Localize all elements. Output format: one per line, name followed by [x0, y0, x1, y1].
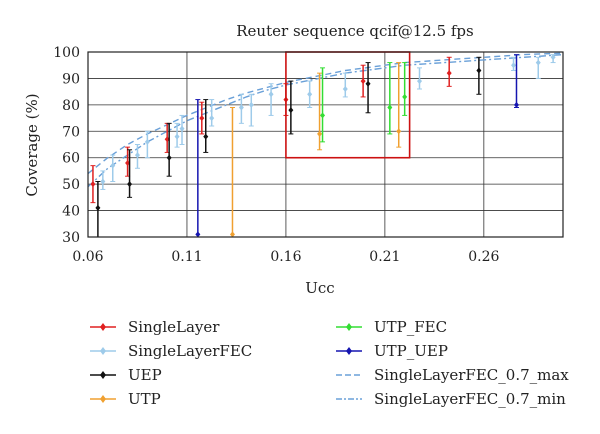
legend-swatch — [90, 395, 116, 403]
y-tick-label: 30 — [62, 230, 80, 246]
point-utp-uep — [513, 101, 519, 108]
x-tick-label: 0.11 — [171, 249, 202, 265]
grid — [87, 51, 563, 238]
point-singlelayerfec — [110, 162, 116, 169]
legend-label: SingleLayerFEC_0.7_max — [374, 366, 569, 384]
chart-area: Reuter sequence qcif@12.5 fps Ucc Covera… — [23, 22, 564, 297]
x-tick-label: 0.21 — [369, 249, 400, 265]
legend: SingleLayer SingleLayerFEC UEP UTP UTP_FEC UT… — [88, 316, 588, 426]
y-tick-label: 80 — [62, 98, 80, 114]
legend-marker — [346, 347, 352, 355]
curve-singlelayerfec-0-7-max — [87, 52, 564, 175]
y-tick-label: 90 — [62, 71, 80, 87]
x-tick-label: 0.16 — [270, 249, 301, 265]
point-uep — [127, 181, 133, 188]
legend-item: SingleLayerFEC_0.7_max — [334, 364, 569, 386]
point-singlelayerfec — [550, 54, 556, 61]
legend-marker — [100, 371, 106, 379]
plot-frame — [87, 51, 564, 238]
y-tick-label: 50 — [62, 177, 80, 193]
legend-swatch — [90, 371, 116, 379]
legend-swatch — [336, 347, 362, 355]
legend-swatch — [336, 398, 362, 400]
point-singlelayerfec — [307, 91, 313, 98]
y-tick-label: 60 — [62, 151, 80, 167]
point-singlelayer — [446, 70, 452, 77]
legend-marker — [100, 395, 106, 403]
point-utp-fec — [320, 112, 326, 119]
legend-marker — [100, 323, 106, 331]
point-utp-fec — [387, 104, 393, 111]
point-singlelayerfec — [248, 101, 254, 108]
point-uep — [95, 204, 101, 211]
legend-label: UTP_FEC — [374, 318, 448, 336]
point-utp-uep — [195, 231, 201, 238]
chart-title: Reuter sequence qcif@12.5 fps — [236, 22, 473, 40]
point-uep — [166, 154, 172, 161]
y-axis-label: Coverage (%) — [23, 93, 41, 196]
legend-item: SingleLayerFEC_0.7_min — [334, 388, 566, 410]
legend-label: UTP — [128, 390, 161, 408]
point-singlelayerfec — [209, 115, 215, 122]
x-tick-label: 0.06 — [72, 249, 103, 265]
chart-svg: Reuter sequence qcif@12.5 fps Ucc Covera… — [23, 22, 564, 297]
legend-marker — [100, 347, 106, 355]
x-axis-label: Ucc — [305, 279, 334, 297]
x-tick-label: 0.26 — [468, 249, 499, 265]
point-uep — [365, 80, 371, 87]
tick-labels: 30 40 50 60 70 80 90 100 0.06 0.11 0.16 0.21 0.26 — [53, 45, 499, 265]
point-singlelayer — [199, 115, 205, 122]
point-singlelayerfec — [174, 133, 180, 140]
legend-swatch — [336, 374, 362, 376]
point-singlelayerfec — [100, 178, 106, 185]
point-singlelayerfec — [417, 78, 423, 85]
legend-item: UEP — [88, 364, 162, 386]
point-singlelayerfec — [342, 86, 348, 92]
legend-item: UTP — [88, 388, 161, 410]
legend-marker — [346, 323, 352, 331]
legend-label: UEP — [128, 366, 162, 384]
point-singlelayer — [360, 78, 366, 85]
legend-item: SingleLayerFEC — [88, 340, 252, 362]
point-utp — [396, 128, 402, 135]
point-singlelayerfec — [134, 152, 140, 159]
legend-swatch — [90, 347, 116, 355]
point-utp — [317, 130, 323, 137]
y-tick-label: 100 — [53, 45, 80, 61]
point-singlelayerfec — [144, 138, 150, 145]
point-uep — [203, 133, 209, 140]
y-tick-label: 70 — [62, 124, 80, 140]
legend-label: SingleLayerFEC_0.7_min — [374, 390, 566, 408]
legend-item: UTP_UEP — [334, 340, 448, 362]
y-tick-label: 40 — [62, 204, 80, 220]
legend-label: SingleLayerFEC — [128, 342, 253, 360]
point-singlelayerfec — [511, 62, 517, 69]
point-singlelayerfec — [268, 91, 274, 98]
legend-label: UTP_UEP — [374, 342, 448, 360]
curves — [87, 52, 564, 188]
legend-item: SingleLayer — [88, 316, 219, 338]
legend-label: SingleLayer — [128, 318, 220, 336]
curve-singlelayerfec-0-7-min — [87, 53, 564, 188]
legend-swatch — [90, 323, 116, 331]
legend-swatch — [336, 323, 362, 331]
point-singlelayerfec — [238, 104, 244, 111]
error-bars — [90, 54, 556, 238]
legend-item: UTP_FEC — [334, 316, 447, 338]
point-singlelayerfec — [535, 59, 541, 66]
point-utp-fec — [402, 93, 408, 100]
point-uep — [288, 107, 294, 114]
point-singlelayerfec — [179, 125, 185, 132]
point-utp — [229, 231, 235, 238]
point-uep — [476, 67, 482, 74]
plot-border — [87, 51, 564, 238]
point-singlelayer — [90, 181, 96, 188]
